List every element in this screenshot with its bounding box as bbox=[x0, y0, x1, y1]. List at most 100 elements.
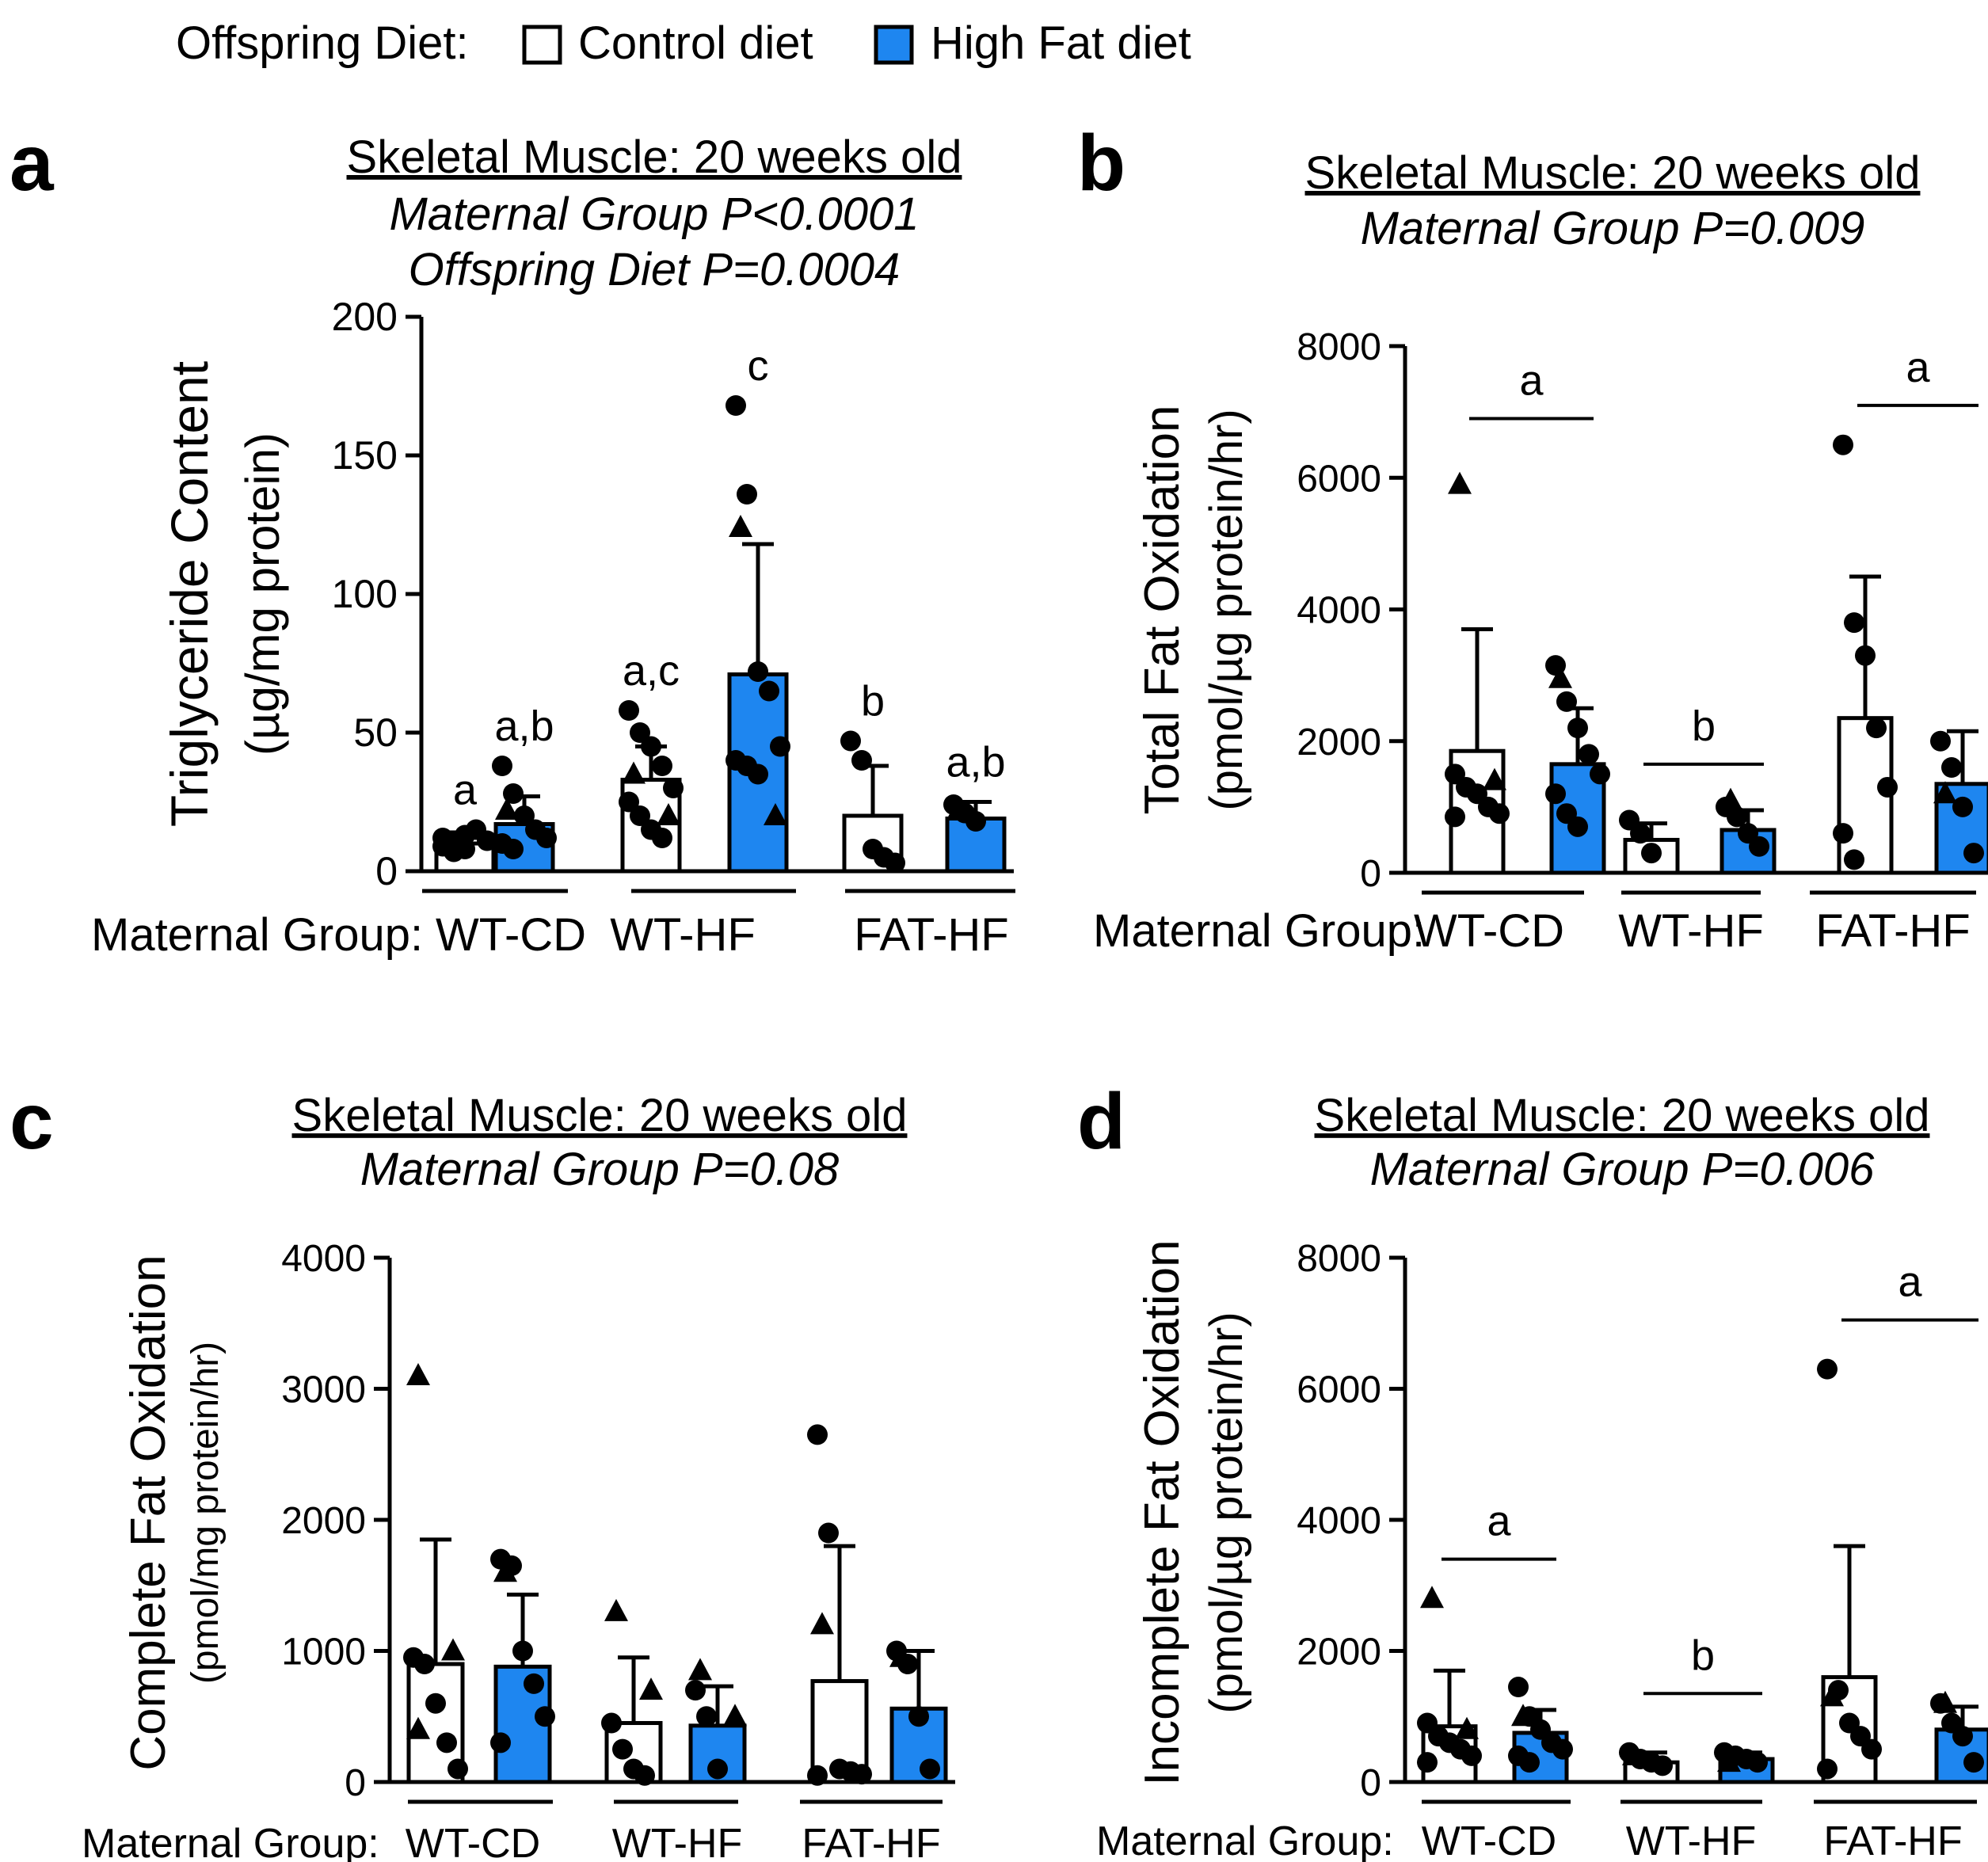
panel-c-point-tri-2-1-0 bbox=[889, 1644, 913, 1667]
panel-d-bracket-label-0: a bbox=[1487, 1498, 1511, 1545]
panel-a-group-label-2: FAT-HF bbox=[854, 909, 1008, 961]
panel-b-point-2-0-2 bbox=[1855, 645, 1876, 666]
panel-a-subtitle-1: Maternal Group P<0.0001 bbox=[389, 188, 919, 240]
panel-c-point-1-1-1 bbox=[696, 1706, 717, 1727]
panel-b-point-1-1-1 bbox=[1727, 806, 1747, 828]
panel-b-subtitle-1: Maternal Group P=0.009 bbox=[1361, 203, 1865, 254]
panel-c-group-label-2: FAT-HF bbox=[802, 1821, 940, 1862]
panel-a-point-0-1-2 bbox=[514, 805, 535, 826]
panel-b-point-2-1-2 bbox=[1952, 796, 1973, 817]
panel-b-ytick-label-0: 0 bbox=[1360, 853, 1381, 895]
panel-d-point-tri-0-1-0 bbox=[1511, 1704, 1535, 1727]
panel-a-point-1-1-7 bbox=[748, 763, 768, 785]
legend-title: Offspring Diet: bbox=[176, 17, 469, 69]
legend: Offspring Diet: Control diet High Fat di… bbox=[176, 17, 1191, 69]
panel-a-point-1-1-2 bbox=[748, 661, 768, 682]
panel-b-point-tri-1-1-0 bbox=[1719, 787, 1742, 810]
panel-a-point-2-0-1 bbox=[851, 750, 872, 771]
panel-c-point-tri-0-0-2 bbox=[406, 1716, 430, 1739]
panel-a-point-tri-1-1-0 bbox=[729, 515, 752, 537]
panel-a-title: Skeletal Muscle: 20 weeks old bbox=[347, 131, 962, 183]
panel-c-point-0-1-5 bbox=[490, 1732, 511, 1753]
panel-b-ytick-label-2: 4000 bbox=[1297, 590, 1381, 632]
panel-b-title: Skeletal Muscle: 20 weeks old bbox=[1305, 147, 1921, 199]
panel-letter-c: c bbox=[10, 1077, 54, 1166]
panel-c-titles: Skeletal Muscle: 20 weeks old Maternal G… bbox=[292, 1090, 908, 1195]
panel-b-point-tri-0-0-0 bbox=[1448, 471, 1472, 494]
panel-a-chart: 0 50 100 150 200 WT-CD WT-HF FAT-HF a a,b a,c c b a,b bbox=[332, 295, 1015, 961]
panel-d-point-2-0-4 bbox=[1861, 1738, 1882, 1760]
panel-b-point-0-1-2 bbox=[1567, 718, 1588, 739]
panel-c-point-2-1-3 bbox=[920, 1758, 940, 1780]
panel-a-point-tri-1-1-1 bbox=[764, 803, 787, 825]
panel-d-point-2-0-5 bbox=[1817, 1758, 1838, 1780]
panel-b-point-1-1-3 bbox=[1749, 836, 1769, 857]
panel-a-point-1-0-6 bbox=[630, 805, 650, 826]
panel-d-ytick-label-3: 6000 bbox=[1297, 1369, 1381, 1411]
panel-a-point-1-0-4 bbox=[663, 778, 684, 798]
panel-c-point-tri-2-0-0 bbox=[810, 1612, 834, 1635]
panel-a-point-0-1-0 bbox=[492, 756, 512, 776]
panel-b-point-2-0-1 bbox=[1844, 612, 1864, 634]
panel-d-group-label-1: WT-HF bbox=[1626, 1818, 1757, 1862]
panel-c-point-0-1-3 bbox=[524, 1673, 544, 1694]
panel-c-point-1-0-1 bbox=[612, 1738, 633, 1760]
panel-d-group-label-0: WT-CD bbox=[1422, 1818, 1556, 1862]
panel-c-ylabel: Complete Fat Oxidation (pmol/mg protein/… bbox=[121, 1255, 227, 1770]
panel-c-ytick-label-1: 1000 bbox=[281, 1632, 366, 1674]
panel-b-ylabel: Total Fat Oxidation (pmol/µg protein/hr) bbox=[1135, 406, 1252, 815]
panel-c-point-1-0-3 bbox=[634, 1765, 655, 1786]
panel-b-ylabel-line1: Total Fat Oxidation bbox=[1135, 406, 1190, 815]
panel-a-sig-letter-1-0: a,c bbox=[623, 647, 680, 695]
panel-a-point-1-1-4 bbox=[770, 736, 790, 757]
panel-a-point-0-0-6 bbox=[444, 841, 464, 862]
panel-d-point-0-1-6 bbox=[1519, 1752, 1540, 1773]
panel-d-point-tri-1-1-0 bbox=[1717, 1750, 1741, 1773]
panel-b-ytick-label-1: 2000 bbox=[1297, 722, 1381, 763]
panel-d-bracket-label-2: a bbox=[1898, 1258, 1922, 1306]
panel-a-point-1-0-0 bbox=[619, 700, 639, 721]
panel-b-chart: 0 2000 4000 6000 8000 WT-CD WT-HF FAT-HF a b a bbox=[1297, 326, 1988, 957]
panel-c-title: Skeletal Muscle: 20 weeks old bbox=[292, 1090, 908, 1141]
panel-c-point-tri-1-1-1 bbox=[723, 1704, 747, 1727]
panel-b-bracket-label-2: a bbox=[1906, 344, 1930, 391]
panel-d-point-tri-2-1-0 bbox=[1933, 1690, 1957, 1713]
panel-c-group-label-1: WT-HF bbox=[612, 1821, 743, 1862]
panel-a-point-tri-1-0-0 bbox=[622, 761, 646, 784]
panel-a-point-0-1-1 bbox=[503, 783, 524, 804]
panel-a-point-1-0-8 bbox=[652, 828, 672, 848]
panel-b-point-tri-0-1-0 bbox=[1548, 665, 1572, 688]
panel-a-point-2-1-2 bbox=[965, 811, 986, 832]
panel-c-ytick-label-2: 2000 bbox=[281, 1500, 366, 1542]
panel-a-ytick-label-1: 50 bbox=[353, 710, 398, 755]
legend-swatch-high-fat bbox=[874, 25, 914, 65]
panel-d-group-label-2: FAT-HF bbox=[1823, 1818, 1962, 1862]
panel-d-ylabel: Incomplete Fat Oxidation (pmol/µg protei… bbox=[1135, 1239, 1252, 1785]
panel-a-sig-letter-2-1: a,b bbox=[946, 739, 1005, 786]
panel-d-point-0-0-4 bbox=[1461, 1745, 1482, 1766]
panel-b-point-2-0-0 bbox=[1833, 434, 1853, 455]
panel-c-group-label-0: WT-CD bbox=[406, 1821, 540, 1862]
panel-a-point-1-0-3 bbox=[652, 756, 672, 776]
panel-d-point-0-1-0 bbox=[1508, 1677, 1529, 1698]
panel-a-subtitle-2: Offspring Diet P=0.0004 bbox=[409, 244, 901, 295]
panel-c-point-tri-1-0-1 bbox=[639, 1677, 663, 1700]
panel-c-point-0-0-4 bbox=[447, 1758, 468, 1780]
panel-b-point-0-1-7 bbox=[1567, 816, 1588, 837]
panel-b-point-0-1-4 bbox=[1590, 763, 1610, 785]
panel-a-ytick-label-0: 0 bbox=[375, 849, 398, 893]
legend-swatch-control bbox=[522, 25, 562, 65]
panel-d-xaxis-label: Maternal Group: bbox=[1096, 1818, 1394, 1862]
panel-letter-d: d bbox=[1077, 1077, 1125, 1166]
panel-c-point-2-0-5 bbox=[807, 1765, 828, 1786]
panel-b-titles: Skeletal Muscle: 20 weeks old Maternal G… bbox=[1305, 147, 1921, 254]
panel-d-point-2-1-2 bbox=[1952, 1726, 1973, 1747]
panel-a-point-2-0-4 bbox=[885, 852, 905, 874]
panel-c-point-2-1-2 bbox=[908, 1706, 929, 1727]
panel-c-point-0-0-3 bbox=[436, 1732, 457, 1753]
panel-b-point-tri-2-1-0 bbox=[1933, 781, 1957, 804]
panel-a-point-tri-1-0-1 bbox=[657, 803, 680, 825]
panel-a-point-1-1-1 bbox=[737, 484, 757, 505]
panel-c-point-0-0-2 bbox=[425, 1693, 446, 1714]
